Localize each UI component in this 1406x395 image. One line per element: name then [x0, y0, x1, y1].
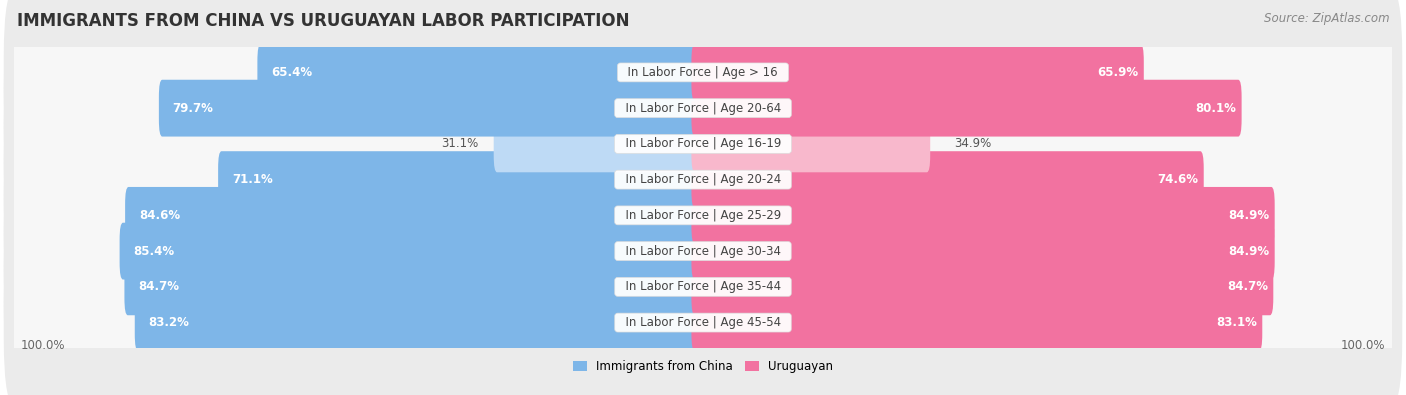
FancyBboxPatch shape [218, 151, 706, 208]
FancyBboxPatch shape [4, 21, 1402, 196]
FancyBboxPatch shape [159, 80, 706, 137]
FancyBboxPatch shape [13, 40, 1393, 176]
Text: 84.7%: 84.7% [1227, 280, 1268, 293]
FancyBboxPatch shape [692, 44, 1144, 101]
Text: Source: ZipAtlas.com: Source: ZipAtlas.com [1264, 12, 1389, 25]
FancyBboxPatch shape [124, 258, 706, 315]
FancyBboxPatch shape [135, 294, 706, 351]
FancyBboxPatch shape [4, 128, 1402, 303]
FancyBboxPatch shape [692, 223, 1275, 280]
Text: 71.1%: 71.1% [232, 173, 273, 186]
Text: In Labor Force | Age 20-24: In Labor Force | Age 20-24 [617, 173, 789, 186]
Text: 65.4%: 65.4% [271, 66, 312, 79]
FancyBboxPatch shape [257, 44, 706, 101]
FancyBboxPatch shape [692, 294, 1263, 351]
FancyBboxPatch shape [4, 164, 1402, 338]
FancyBboxPatch shape [13, 183, 1393, 319]
Text: 79.7%: 79.7% [173, 102, 214, 115]
FancyBboxPatch shape [692, 151, 1204, 208]
Text: In Labor Force | Age 16-19: In Labor Force | Age 16-19 [617, 137, 789, 150]
FancyBboxPatch shape [494, 115, 706, 172]
Text: In Labor Force | Age 20-64: In Labor Force | Age 20-64 [617, 102, 789, 115]
Text: 83.1%: 83.1% [1216, 316, 1257, 329]
FancyBboxPatch shape [4, 199, 1402, 374]
Text: 84.6%: 84.6% [139, 209, 180, 222]
FancyBboxPatch shape [4, 235, 1402, 395]
Text: 100.0%: 100.0% [21, 339, 66, 352]
FancyBboxPatch shape [13, 219, 1393, 355]
FancyBboxPatch shape [13, 255, 1393, 391]
Text: In Labor Force | Age 45-54: In Labor Force | Age 45-54 [617, 316, 789, 329]
Text: 83.2%: 83.2% [149, 316, 190, 329]
Text: In Labor Force | Age 30-34: In Labor Force | Age 30-34 [617, 245, 789, 258]
FancyBboxPatch shape [13, 4, 1393, 140]
Text: IMMIGRANTS FROM CHINA VS URUGUAYAN LABOR PARTICIPATION: IMMIGRANTS FROM CHINA VS URUGUAYAN LABOR… [17, 12, 630, 30]
FancyBboxPatch shape [692, 258, 1274, 315]
FancyBboxPatch shape [4, 57, 1402, 231]
Legend: Immigrants from China, Uruguayan: Immigrants from China, Uruguayan [568, 355, 838, 378]
Text: In Labor Force | Age 25-29: In Labor Force | Age 25-29 [617, 209, 789, 222]
FancyBboxPatch shape [13, 112, 1393, 248]
Text: 74.6%: 74.6% [1157, 173, 1198, 186]
FancyBboxPatch shape [692, 80, 1241, 137]
Text: 80.1%: 80.1% [1195, 102, 1236, 115]
Text: 65.9%: 65.9% [1097, 66, 1139, 79]
Text: 100.0%: 100.0% [1340, 339, 1385, 352]
FancyBboxPatch shape [120, 223, 706, 280]
FancyBboxPatch shape [4, 92, 1402, 267]
FancyBboxPatch shape [692, 187, 1275, 244]
Text: 85.4%: 85.4% [134, 245, 174, 258]
Text: 34.9%: 34.9% [953, 137, 991, 150]
Text: In Labor Force | Age 35-44: In Labor Force | Age 35-44 [617, 280, 789, 293]
Text: 84.9%: 84.9% [1229, 245, 1270, 258]
FancyBboxPatch shape [125, 187, 706, 244]
FancyBboxPatch shape [692, 115, 931, 172]
Text: 31.1%: 31.1% [441, 137, 478, 150]
FancyBboxPatch shape [13, 147, 1393, 283]
Text: In Labor Force | Age > 16: In Labor Force | Age > 16 [620, 66, 786, 79]
Text: 84.9%: 84.9% [1229, 209, 1270, 222]
FancyBboxPatch shape [4, 0, 1402, 160]
Text: 84.7%: 84.7% [138, 280, 179, 293]
FancyBboxPatch shape [13, 76, 1393, 212]
